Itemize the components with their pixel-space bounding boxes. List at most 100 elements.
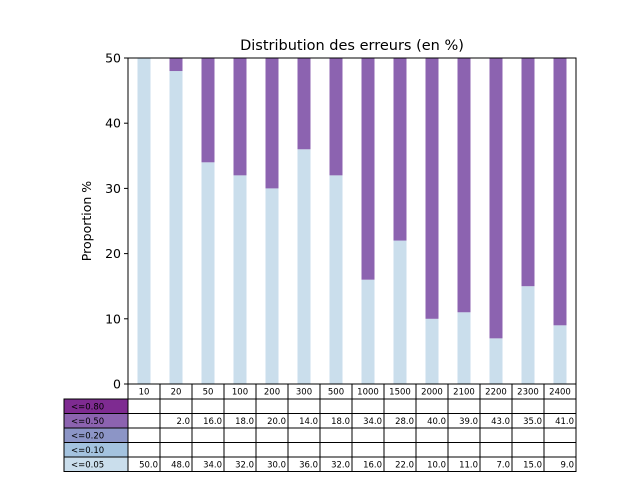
table-value-label: 15.0 bbox=[523, 461, 542, 471]
table-cell bbox=[383, 398, 417, 414]
x-category-label: 500 bbox=[328, 388, 344, 398]
y-tick-label: 10 bbox=[105, 311, 121, 326]
table-cell bbox=[255, 398, 289, 414]
bar-segment bbox=[297, 58, 311, 150]
table-cell bbox=[159, 427, 193, 443]
y-tick-label: 0 bbox=[113, 377, 121, 392]
table-cell bbox=[543, 442, 577, 458]
bar-segment bbox=[393, 58, 407, 241]
table-value-label: 9.0 bbox=[560, 461, 574, 471]
bar-segment bbox=[457, 58, 471, 313]
table-cell bbox=[543, 456, 577, 472]
bar-segment bbox=[201, 162, 215, 384]
x-category-label: 2400 bbox=[549, 388, 571, 398]
table-row-label: <=0.05 bbox=[71, 461, 104, 471]
x-category-label: 2000 bbox=[421, 388, 443, 398]
table-cell bbox=[447, 398, 481, 414]
plot-frame bbox=[127, 57, 577, 385]
table-cell bbox=[447, 427, 481, 443]
y-axis: 0 10 20 30 40 50 bbox=[105, 51, 128, 392]
table-cell bbox=[415, 442, 449, 458]
bar-segment bbox=[393, 240, 407, 384]
table-value-label: 14.0 bbox=[299, 417, 318, 427]
bar-segment bbox=[425, 58, 439, 319]
table-cell bbox=[479, 427, 513, 443]
table-cell bbox=[127, 413, 161, 429]
bar-segment bbox=[521, 58, 535, 287]
table-value-label: 40.0 bbox=[427, 417, 446, 427]
table-cell bbox=[479, 398, 513, 414]
table-cell bbox=[511, 427, 545, 443]
table-cell bbox=[127, 442, 161, 458]
table-row-label: <=0.50 bbox=[71, 417, 104, 427]
table-value-label: 41.0 bbox=[555, 417, 574, 427]
table-value-label: 22.0 bbox=[395, 461, 414, 471]
bar-segment bbox=[489, 338, 503, 384]
bar-segment bbox=[169, 71, 183, 384]
bar-segment bbox=[361, 58, 375, 280]
bar-segment bbox=[361, 279, 375, 384]
table-cell bbox=[191, 427, 225, 443]
table-value-label: 48.0 bbox=[171, 461, 190, 471]
table-value-label: 7.0 bbox=[496, 461, 510, 471]
table-cell bbox=[383, 427, 417, 443]
table-value-label: 2.0 bbox=[176, 417, 190, 427]
table-cell bbox=[255, 427, 289, 443]
table-row-label: <=0.10 bbox=[71, 446, 104, 456]
table-value-label: 34.0 bbox=[363, 417, 382, 427]
table-row-label: <=0.80 bbox=[71, 403, 104, 413]
table-cell bbox=[543, 398, 577, 414]
table-cell bbox=[479, 442, 513, 458]
table-cell bbox=[511, 442, 545, 458]
table-cell bbox=[383, 442, 417, 458]
x-category-label: 1000 bbox=[357, 388, 379, 398]
table-value-label: 50.0 bbox=[139, 461, 158, 471]
table-cell bbox=[543, 427, 577, 443]
bar-segment bbox=[201, 58, 215, 163]
table-cell bbox=[319, 398, 353, 414]
y-tick-label: 30 bbox=[105, 181, 121, 196]
table-cell bbox=[319, 442, 353, 458]
bar-segment bbox=[265, 58, 279, 189]
table-cell bbox=[191, 442, 225, 458]
table-cell bbox=[287, 398, 321, 414]
table-cell bbox=[351, 442, 385, 458]
table-value-label: 39.0 bbox=[459, 417, 478, 427]
x-category-label: 2200 bbox=[485, 388, 507, 398]
table-value-label: 32.0 bbox=[331, 461, 350, 471]
x-category-label: 50 bbox=[203, 388, 214, 398]
table-value-label: 16.0 bbox=[203, 417, 222, 427]
table-value-label: 43.0 bbox=[491, 417, 510, 427]
table-cell bbox=[415, 398, 449, 414]
table-cell bbox=[191, 398, 225, 414]
table-row-label: <=0.20 bbox=[71, 432, 104, 442]
x-category-label: 10 bbox=[139, 388, 150, 398]
table-cell bbox=[511, 398, 545, 414]
bar-segment bbox=[169, 58, 183, 72]
bar-segment bbox=[137, 58, 151, 384]
table-value-label: 34.0 bbox=[203, 461, 222, 471]
table-cell bbox=[287, 427, 321, 443]
bar-segment bbox=[329, 58, 343, 176]
table-value-label: 10.0 bbox=[427, 461, 446, 471]
bar-segment bbox=[329, 175, 343, 384]
table-cell bbox=[255, 442, 289, 458]
bar-segment bbox=[489, 58, 503, 339]
x-category-label: 300 bbox=[296, 388, 312, 398]
table-value-label: 16.0 bbox=[363, 461, 382, 471]
table-cell bbox=[127, 427, 161, 443]
table-value-label: 20.0 bbox=[267, 417, 286, 427]
y-axis-label: Proportion % bbox=[79, 181, 94, 261]
bar-segment bbox=[553, 325, 567, 384]
y-tick-label: 50 bbox=[105, 51, 121, 66]
bar-segment bbox=[265, 188, 279, 384]
table-value-label: 32.0 bbox=[235, 461, 254, 471]
bar-segment bbox=[297, 149, 311, 384]
x-category-label: 2100 bbox=[453, 388, 475, 398]
x-category-label: 1500 bbox=[389, 388, 411, 398]
table-cell bbox=[447, 442, 481, 458]
table-cell bbox=[287, 442, 321, 458]
table-cell bbox=[351, 427, 385, 443]
bar-segment bbox=[457, 312, 471, 384]
table-cell bbox=[319, 427, 353, 443]
